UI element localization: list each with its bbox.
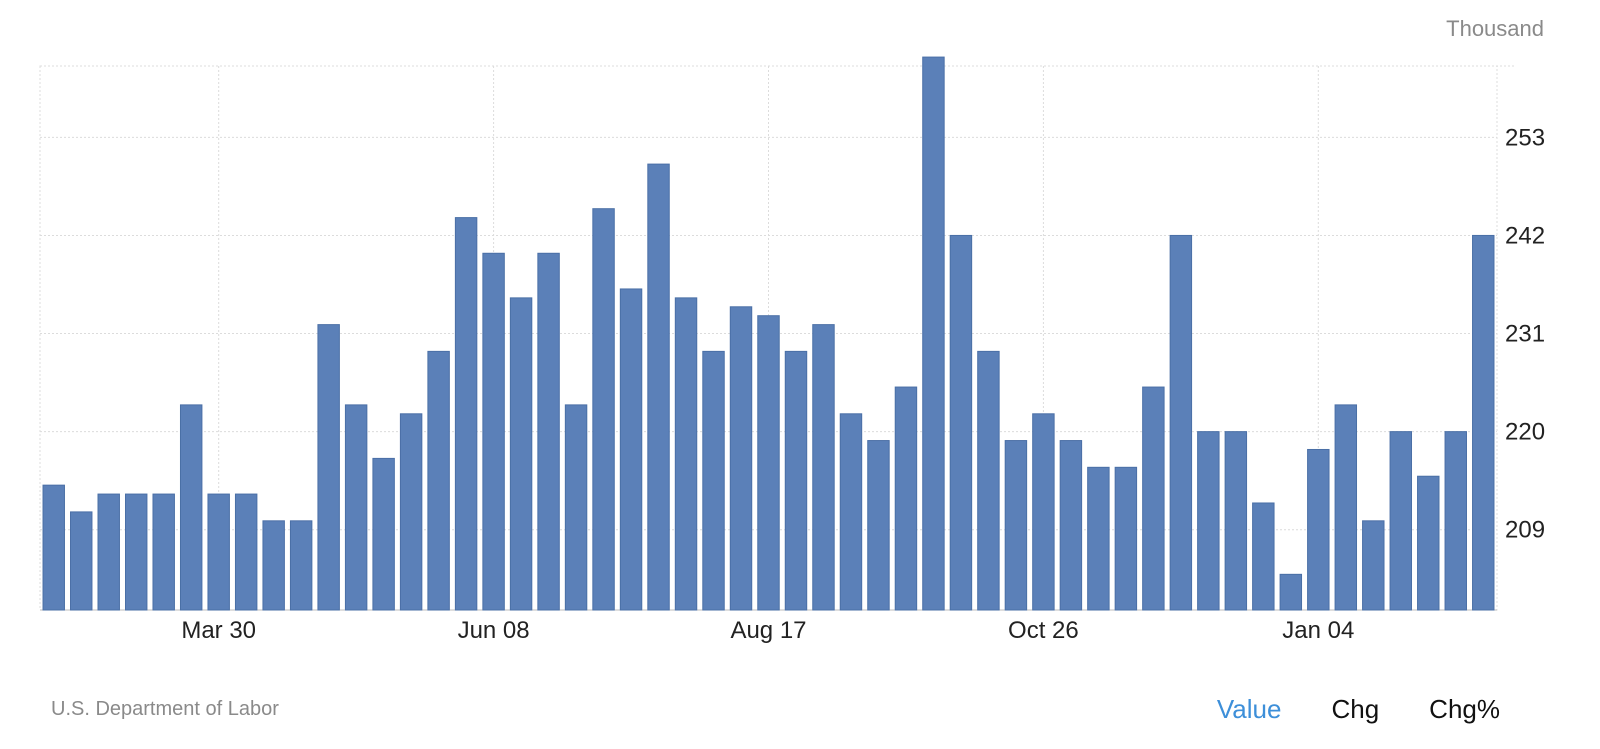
bar[interactable]: [70, 511, 93, 611]
bar[interactable]: [1224, 431, 1248, 611]
bar[interactable]: [1307, 448, 1330, 611]
bar[interactable]: [97, 493, 120, 611]
bar[interactable]: [1032, 413, 1055, 611]
bar[interactable]: [784, 350, 808, 611]
bar[interactable]: [317, 324, 340, 611]
x-tick-label: Oct 26: [1008, 617, 1079, 644]
bar[interactable]: [922, 56, 945, 611]
bar[interactable]: [1169, 234, 1193, 611]
bar[interactable]: [1142, 386, 1165, 611]
bar[interactable]: [1059, 440, 1083, 611]
bar[interactable]: [1334, 404, 1358, 611]
bar[interactable]: [482, 252, 505, 611]
bar[interactable]: [619, 288, 643, 611]
y-tick-label: 242: [1505, 222, 1545, 249]
y-tick-label: 231: [1505, 321, 1545, 348]
bar[interactable]: [124, 493, 148, 611]
bar[interactable]: [592, 208, 615, 611]
chart-bars: [42, 56, 1495, 611]
x-tick-label: Aug 17: [730, 617, 806, 644]
bar[interactable]: [757, 315, 780, 611]
tab-chg[interactable]: Chg: [1331, 694, 1380, 724]
bar[interactable]: [674, 297, 698, 611]
bar[interactable]: [1417, 475, 1440, 611]
y-tick-label: 253: [1505, 124, 1545, 151]
bar[interactable]: [977, 350, 1000, 611]
bar[interactable]: [427, 350, 450, 611]
bar[interactable]: [1114, 466, 1138, 611]
bar[interactable]: [1252, 502, 1275, 611]
x-tick-label: Mar 30: [181, 617, 256, 644]
bar[interactable]: [894, 386, 918, 611]
bar[interactable]: [207, 493, 230, 611]
bar[interactable]: [729, 306, 753, 611]
bar[interactable]: [1444, 431, 1467, 611]
bar[interactable]: [564, 404, 588, 611]
bar[interactable]: [1472, 234, 1495, 611]
unit-label: Thousand: [1446, 16, 1544, 41]
bar[interactable]: [179, 404, 203, 611]
x-axis-ticks: Mar 30 Jun 08 Aug 17 Oct 26 Jan 04: [181, 617, 1354, 644]
bar[interactable]: [289, 520, 313, 611]
bar[interactable]: [509, 297, 533, 611]
bar[interactable]: [234, 493, 258, 611]
bar[interactable]: [702, 350, 725, 611]
bar[interactable]: [372, 457, 395, 611]
tab-value[interactable]: Value: [1216, 694, 1282, 724]
bar[interactable]: [454, 217, 478, 611]
view-tabs: Value Chg Chg%: [1217, 694, 1500, 725]
bar[interactable]: [1362, 520, 1385, 611]
bar[interactable]: [1389, 431, 1413, 611]
bar[interactable]: [949, 234, 973, 611]
bar[interactable]: [1087, 466, 1110, 611]
x-tick-label: Jun 08: [458, 617, 530, 644]
bar[interactable]: [1197, 431, 1220, 611]
bar[interactable]: [42, 484, 65, 611]
tab-chg-percent[interactable]: Chg%: [1429, 694, 1500, 724]
bar[interactable]: [647, 163, 670, 611]
bar[interactable]: [812, 324, 835, 611]
bar[interactable]: [399, 413, 423, 611]
y-tick-label: 209: [1505, 517, 1545, 544]
bar[interactable]: [1004, 440, 1028, 611]
bar[interactable]: [344, 404, 368, 611]
bar[interactable]: [1279, 573, 1303, 611]
y-tick-label: 220: [1505, 419, 1545, 446]
bar[interactable]: [537, 252, 560, 611]
bar[interactable]: [839, 413, 863, 611]
bar[interactable]: [262, 520, 285, 611]
x-tick-label: Jan 04: [1282, 617, 1354, 644]
bar[interactable]: [867, 440, 890, 611]
y-axis-ticks: 209 220 231 242 253: [1505, 124, 1545, 543]
source-label: U.S. Department of Labor: [51, 698, 279, 720]
bar[interactable]: [152, 493, 175, 611]
